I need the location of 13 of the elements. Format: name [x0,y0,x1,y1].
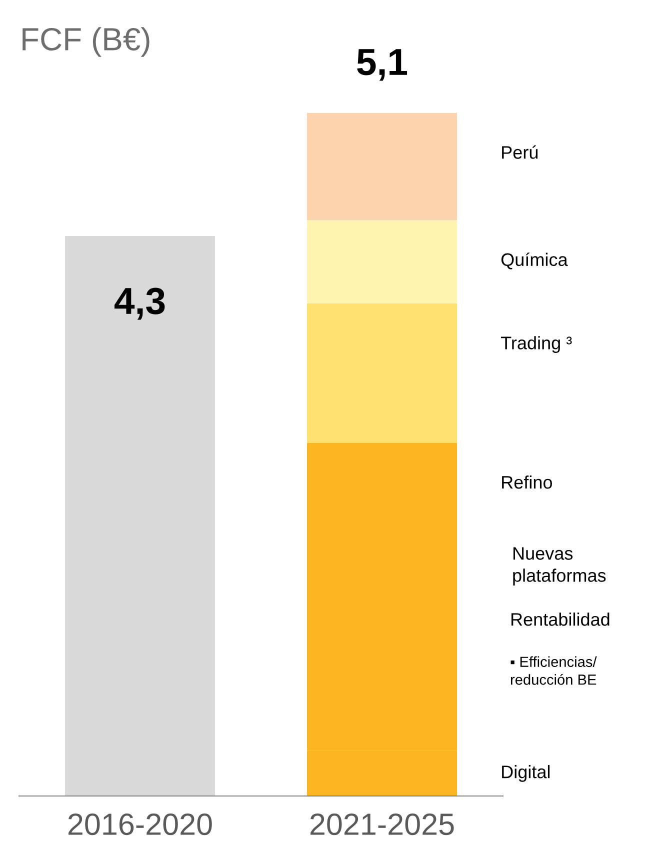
text: Trading ³ [500,336,572,353]
chart-title: FCF (B€) [22,27,150,57]
text: Digital [502,765,550,782]
text: Química [501,252,568,270]
text: Nuevas plataformas [513,547,606,586]
x-tick-label: 2016-2020 [68,813,212,836]
text: Refino [502,475,552,489]
text: Perú [502,145,538,159]
annotation: 5,1 [357,49,408,81]
annotation: 4,3 [114,288,165,320]
text: ▪ Efficiencias/ reducción BE [510,656,597,685]
text: Rentabilidad [511,612,610,626]
x-tick-label: 2021-2025 [310,813,454,836]
